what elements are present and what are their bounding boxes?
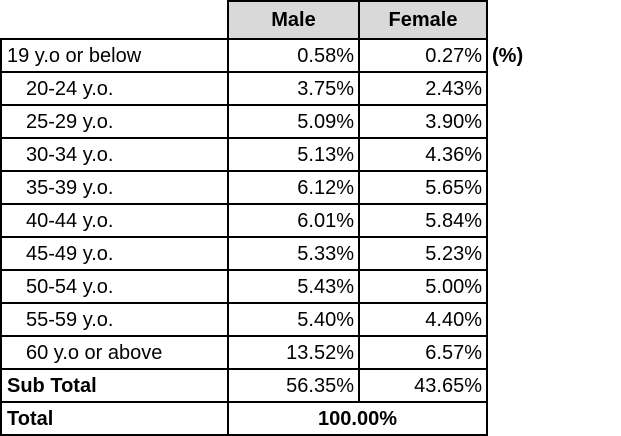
- table-row-20-24: 20-24 y.o. 3.75% 2.43%: [0, 71, 488, 106]
- table-row-19-or-below: 19 y.o or below 0.58% 0.27%: [0, 38, 488, 73]
- male-value: 6.12%: [227, 170, 360, 205]
- age-group-label: 35-39 y.o.: [0, 170, 229, 205]
- age-group-label: 50-54 y.o.: [0, 269, 229, 304]
- age-group-label: 19 y.o or below: [0, 38, 229, 73]
- female-value: 4.40%: [358, 302, 488, 337]
- male-value: 0.58%: [227, 38, 360, 73]
- male-value: 5.09%: [227, 104, 360, 139]
- table-row-30-34: 30-34 y.o. 5.13% 4.36%: [0, 137, 488, 172]
- age-group-label: 25-29 y.o.: [0, 104, 229, 139]
- table-row-55-59: 55-59 y.o. 5.40% 4.40%: [0, 302, 488, 337]
- age-group-label: 40-44 y.o.: [0, 203, 229, 238]
- age-group-label: 30-34 y.o.: [0, 137, 229, 172]
- male-value: 5.33%: [227, 236, 360, 271]
- female-value: 5.84%: [358, 203, 488, 238]
- age-group-label: 55-59 y.o.: [0, 302, 229, 337]
- female-value: 3.90%: [358, 104, 488, 139]
- male-value: 13.52%: [227, 335, 360, 370]
- subtotal-label: Sub Total: [0, 368, 229, 403]
- total-row: Total 100.00%: [0, 401, 488, 436]
- age-group-label: 20-24 y.o.: [0, 71, 229, 106]
- subtotal-row: Sub Total 56.35% 43.65%: [0, 368, 488, 403]
- table-row-60-or-above: 60 y.o or above 13.52% 6.57%: [0, 335, 488, 370]
- female-value: 4.36%: [358, 137, 488, 172]
- table-row-25-29: 25-29 y.o. 5.09% 3.90%: [0, 104, 488, 139]
- header-row: Male Female: [1, 0, 488, 40]
- male-value: 5.40%: [227, 302, 360, 337]
- subtotal-female-value: 43.65%: [358, 368, 488, 403]
- table-row-35-39: 35-39 y.o. 6.12% 5.65%: [0, 170, 488, 205]
- male-value: 5.43%: [227, 269, 360, 304]
- subtotal-male-value: 56.35%: [227, 368, 360, 403]
- column-header-male: Male: [227, 0, 360, 40]
- female-value: 5.65%: [358, 170, 488, 205]
- table-row-45-49: 45-49 y.o. 5.33% 5.23%: [0, 236, 488, 271]
- percent-unit-label: (%): [492, 45, 524, 67]
- column-header-female: Female: [358, 0, 488, 40]
- age-group-label: 45-49 y.o.: [0, 236, 229, 271]
- male-value: 6.01%: [227, 203, 360, 238]
- female-value: 5.00%: [358, 269, 488, 304]
- male-value: 5.13%: [227, 137, 360, 172]
- total-value: 100.00%: [227, 401, 488, 436]
- female-value: 2.43%: [358, 71, 488, 106]
- age-gender-distribution-table: Male Female 19 y.o or below 0.58% 0.27% …: [0, 0, 488, 436]
- female-value: 5.23%: [358, 236, 488, 271]
- female-value: 6.57%: [358, 335, 488, 370]
- corner-empty-cell: [1, 1, 228, 39]
- age-group-label: 60 y.o or above: [0, 335, 229, 370]
- total-label: Total: [0, 401, 229, 436]
- table-row-50-54: 50-54 y.o. 5.43% 5.00%: [0, 269, 488, 304]
- female-value: 0.27%: [358, 38, 488, 73]
- male-value: 3.75%: [227, 71, 360, 106]
- table-row-40-44: 40-44 y.o. 6.01% 5.84%: [0, 203, 488, 238]
